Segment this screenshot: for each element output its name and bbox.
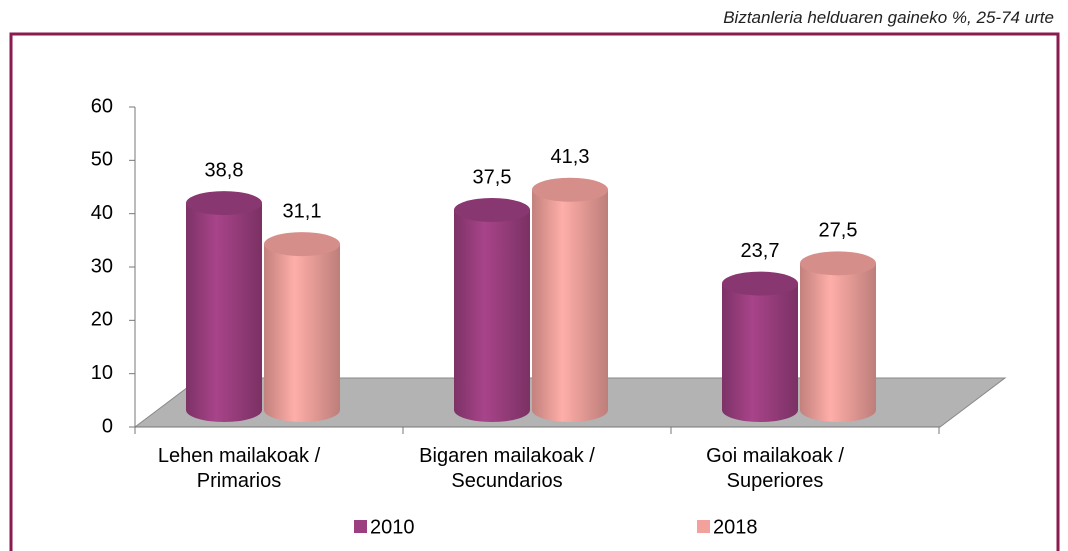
value-label: 41,3	[551, 146, 590, 168]
bar	[800, 263, 876, 422]
frame	[9, 32, 1060, 551]
y-tick-label: 20	[91, 309, 113, 331]
y-tick-label: 40	[91, 202, 113, 224]
bar	[722, 283, 798, 422]
bar	[186, 203, 262, 422]
x-tick-label: Lehen mailakoak / Primarios	[157, 445, 321, 492]
bar	[532, 189, 608, 422]
y-tick-label: 60	[91, 95, 113, 117]
bar-top	[454, 198, 530, 222]
value-label: 37,5	[473, 166, 512, 188]
value-label: 27,5	[819, 220, 858, 242]
bar-top	[186, 191, 262, 216]
value-label: 31,1	[283, 200, 322, 222]
x-tick-label: Bigaren mailakoak / Secundarios	[419, 445, 595, 492]
y-tick-label: 50	[91, 149, 113, 171]
legend-swatch	[354, 520, 367, 533]
legend-label: 2010	[370, 516, 415, 538]
y-tick-label: 30	[91, 255, 113, 277]
bar	[264, 244, 340, 422]
x-tick-label: Goi mailakoak / Superiores	[706, 445, 844, 492]
bar-top	[722, 271, 798, 296]
subtitle: Biztanleria helduaren gaineko %, 25-74 u…	[723, 8, 1054, 27]
bar-top	[532, 177, 608, 202]
legend-label: 2018	[713, 516, 758, 538]
value-label: 38,8	[205, 159, 244, 181]
value-label: 23,7	[741, 240, 780, 262]
bar-top	[800, 251, 876, 276]
y-tick-label: 10	[91, 362, 113, 384]
legend-swatch	[697, 520, 710, 533]
bar	[454, 210, 530, 422]
bar-top	[264, 232, 340, 257]
y-tick-label: 0	[102, 415, 113, 437]
